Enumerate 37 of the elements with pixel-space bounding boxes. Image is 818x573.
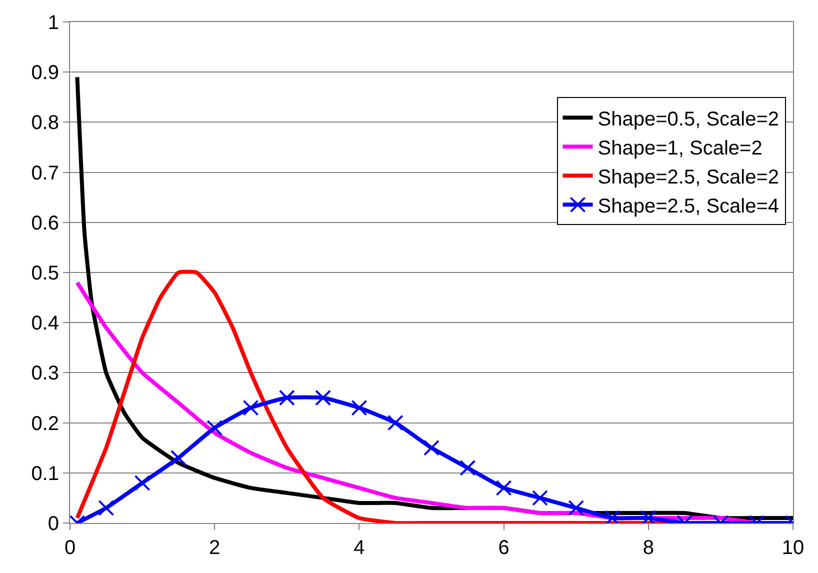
point (351, 400, 368, 416)
y-tick-label: 0.8 (31, 112, 59, 134)
point (134, 474, 150, 491)
point (640, 510, 656, 523)
point (98, 500, 114, 516)
y-tick-label: 0.2 (31, 412, 59, 435)
legend-label: Shape=1, Scale=2 (598, 137, 762, 160)
point (604, 510, 620, 523)
x-tick-label: 4 (354, 537, 365, 559)
y-tick-label: 0.4 (31, 312, 59, 335)
point (460, 460, 476, 476)
y-tick-label: 0.9 (31, 62, 59, 84)
point (278, 390, 295, 406)
point (315, 390, 332, 406)
y-tick-label: 1 (48, 12, 59, 34)
x-tick-label: 8 (642, 537, 654, 559)
y-tick-label: 0.7 (31, 162, 59, 184)
point (387, 414, 404, 431)
point (568, 500, 584, 516)
point (170, 450, 186, 466)
x-tick-label: 2 (209, 537, 220, 559)
point (532, 490, 548, 506)
y-tick-label: 0 (48, 513, 59, 535)
point (242, 400, 259, 416)
point (424, 440, 440, 456)
x-tick-label: 6 (498, 537, 510, 559)
point (206, 420, 223, 436)
legend-label: Shape=2.5, Scale=4 (598, 195, 780, 218)
legend-label: Shape=0.5, Scale=2 (598, 108, 780, 130)
x-tick-label: 10 (782, 537, 804, 559)
x-tick-label: 0 (64, 537, 76, 559)
y-tick-label: 0.3 (31, 362, 59, 385)
legend-label: Shape=2.5, Scale=2 (598, 166, 780, 188)
y-tick-label: 0.6 (31, 212, 59, 234)
y-tick-label: 0.1 (31, 462, 59, 485)
y-tick-label: 0.5 (31, 262, 59, 284)
point (496, 480, 512, 496)
